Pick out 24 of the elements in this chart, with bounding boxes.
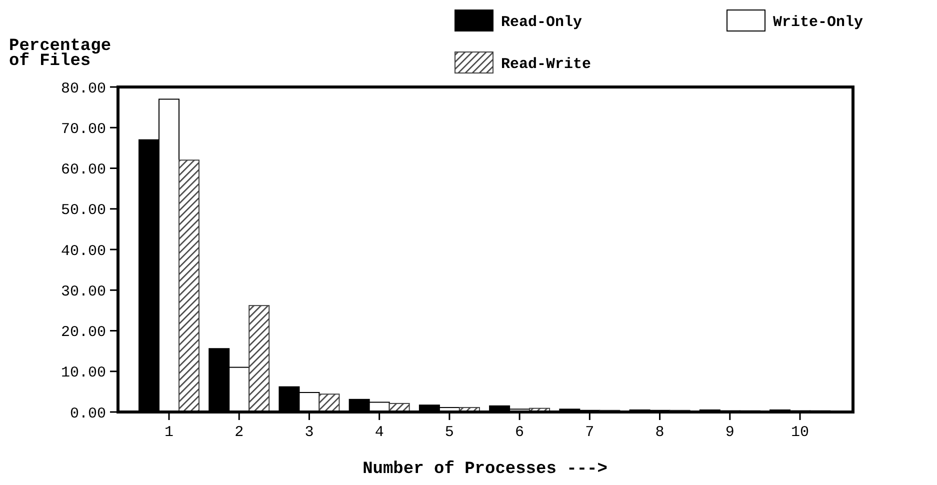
y-tick-label: 80.00 <box>60 80 106 98</box>
y-tick-label: 30.00 <box>60 283 106 300</box>
y-tick-label: 60.00 <box>60 162 106 178</box>
x-tick-label: 7 <box>585 424 594 441</box>
legend-label: Read-Only <box>501 14 582 31</box>
x-tick-label: 4 <box>374 424 384 441</box>
x-tick-label: 8 <box>655 424 664 441</box>
y-tick-label: 20.00 <box>60 324 106 341</box>
legend-label: Read-Write <box>501 56 592 73</box>
x-axis-title: Number of Processes ---> <box>362 460 608 479</box>
y-tick-label: 10.00 <box>60 364 106 382</box>
x-tick-label: 3 <box>304 424 314 441</box>
x-tick-label: 5 <box>444 424 454 441</box>
x-tick-label: 9 <box>725 424 734 441</box>
y-tick-label: 50.00 <box>60 202 106 220</box>
x-tick-label: 6 <box>515 424 524 441</box>
x-tick-label: 2 <box>234 424 244 441</box>
x-tick-label: 1 <box>164 424 174 441</box>
y-tick-label: 0.00 <box>70 405 106 422</box>
legend-label: Write-Only <box>773 14 864 31</box>
y-tick-label: 70.00 <box>60 120 106 138</box>
y-axis-title: Percentage of Files <box>9 37 112 71</box>
x-tick-label: 10 <box>790 424 810 441</box>
y-tick-label: 40.00 <box>60 242 106 260</box>
